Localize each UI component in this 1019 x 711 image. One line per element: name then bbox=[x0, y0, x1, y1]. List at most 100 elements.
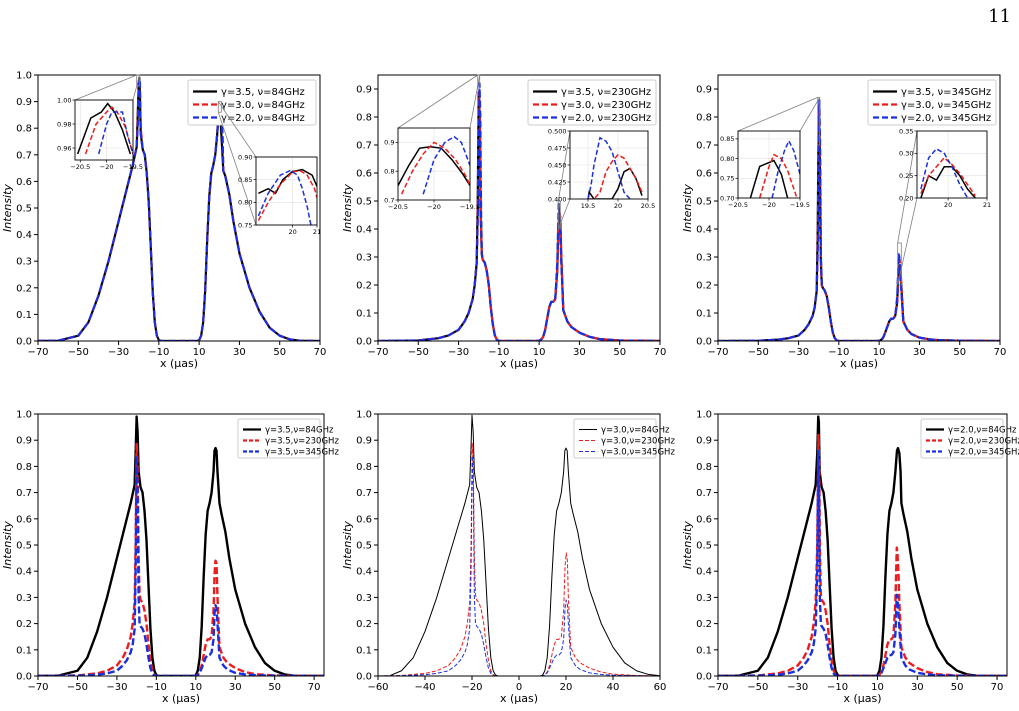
legend-entry-3: γ=2.0, ν=230GHz bbox=[561, 113, 651, 124]
inset-y-tick-label: 0.475 bbox=[548, 144, 567, 152]
legend-entry-3: γ=3.5,ν=345GHz bbox=[265, 448, 339, 458]
legend-entry-1: γ=3.5, ν=230GHz bbox=[561, 87, 651, 98]
inset-y-tick-label: 0.450 bbox=[548, 161, 567, 169]
legend: γ=3.0,ν=84GHzγ=3.0,ν=230GHzγ=3.0,ν=345GH… bbox=[573, 418, 675, 459]
y-tick-label: 0.5 bbox=[16, 204, 32, 215]
inset-y-tick-label: 0.98 bbox=[57, 120, 71, 128]
inset-x-tick-label: 19.5 bbox=[581, 202, 595, 210]
inset-y-tick-label: 0.30 bbox=[899, 150, 913, 158]
y-tick-label: 0.5 bbox=[16, 541, 32, 552]
inset-x-tick-label: 20 bbox=[288, 228, 296, 236]
chart-panel-3: −70 −50 −30 −10 10 30 50 70 0.0 0.1 0.2 0.3 0.4 0.5 0.… bbox=[681, 74, 1006, 370]
y-tick-label: 0.9 bbox=[696, 85, 712, 96]
y-tick-label: 0.3 bbox=[356, 593, 372, 604]
inset-x-tick-label: −20 bbox=[427, 203, 441, 211]
x-tick-label: −50 bbox=[408, 347, 429, 358]
x-tick-label: 10 bbox=[871, 682, 884, 693]
inset-x-tick-label: 20 bbox=[944, 201, 952, 209]
inset-x-tick-label: 21 bbox=[983, 201, 991, 209]
inset-line-1 bbox=[258, 168, 317, 195]
y-tick-label: 0.6 bbox=[696, 514, 712, 525]
y-axis-label: Intensity bbox=[1, 521, 14, 569]
x-tick-label: −60 bbox=[367, 682, 388, 693]
inset-line-3 bbox=[422, 135, 470, 195]
inset-y-tick-label: 0.75 bbox=[720, 175, 734, 183]
inset-y-tick-label: 0.425 bbox=[548, 178, 567, 186]
inset-y-tick-label: 0.75 bbox=[238, 221, 252, 229]
inset-lines bbox=[749, 139, 800, 198]
x-tick-label: −50 bbox=[67, 682, 88, 693]
inset-y-tick-label: 0.85 bbox=[720, 135, 734, 143]
y-tick-label: 0.0 bbox=[356, 672, 372, 683]
inset-line-1 bbox=[398, 145, 470, 186]
zoom-region bbox=[136, 74, 141, 87]
y-tick-label: 0.3 bbox=[356, 253, 372, 264]
inset-y-tick-label: 0.8 bbox=[384, 168, 394, 176]
x-tick-label: 50 bbox=[953, 347, 966, 358]
inset-line-3 bbox=[257, 169, 312, 225]
series-line-3 bbox=[38, 454, 324, 676]
y-tick-label: 1.0 bbox=[356, 410, 372, 421]
legend-entry-1: γ=3.0,ν=84GHz bbox=[601, 426, 670, 436]
zoom-connector bbox=[74, 74, 137, 101]
x-tick-label: −10 bbox=[488, 347, 509, 358]
y-tick-label: 0.8 bbox=[16, 462, 32, 473]
y-tick-label: 0.1 bbox=[356, 645, 372, 656]
legend-entry-1: γ=2.0,ν=84GHz bbox=[948, 426, 1017, 436]
x-tick-label: −70 bbox=[707, 682, 728, 693]
series-lines bbox=[378, 82, 660, 341]
legend: γ=3.5,ν=84GHzγ=3.5,ν=230GHzγ=3.5,ν=345GH… bbox=[237, 418, 339, 459]
y-axis-label: Intensity bbox=[341, 521, 354, 569]
inset-y-tick-label: 0.85 bbox=[238, 176, 252, 184]
x-tick-label: −30 bbox=[448, 347, 469, 358]
y-tick-label: 0.6 bbox=[356, 514, 372, 525]
y-tick-label: 0.4 bbox=[696, 225, 712, 236]
y-tick-label: 0.4 bbox=[696, 567, 712, 578]
legend-entry-1: γ=3.5,ν=84GHz bbox=[265, 426, 334, 436]
legend-entry-2: γ=3.0,ν=230GHz bbox=[601, 437, 675, 447]
legend: γ=3.5, ν=230GHz γ=3.0, ν=230GHz γ=2.0, ν=2… bbox=[527, 79, 657, 126]
series-line-2 bbox=[38, 441, 324, 676]
x-axis-label: x (μas) bbox=[500, 692, 538, 705]
zoom-region bbox=[217, 101, 222, 113]
chart-panel-5: −60 −40 −20 0 20 40 60 0.0 0.1 0.2 0.3 0.4 0.5 0.6 0.7… bbox=[341, 410, 675, 706]
x-tick-label: 30 bbox=[911, 682, 924, 693]
x-tick-label: 70 bbox=[991, 682, 1004, 693]
inset-line-2 bbox=[400, 141, 470, 195]
legend-entry-3: γ=2.0, ν=84GHz bbox=[221, 113, 305, 124]
inset-y-tick-label: 0.9 bbox=[384, 139, 394, 147]
y-tick-label: 0.1 bbox=[16, 645, 32, 656]
y-tick-label: 0.1 bbox=[696, 645, 712, 656]
inset-x-tick-label: −20 bbox=[100, 163, 114, 171]
x-tick-label: 30 bbox=[573, 347, 586, 358]
x-tick-label: 10 bbox=[189, 682, 202, 693]
x-axis-label: x (μas) bbox=[162, 692, 200, 705]
x-tick-label: 70 bbox=[308, 682, 321, 693]
y-tick-label: 0.4 bbox=[356, 225, 372, 236]
y-tick-label: 0.0 bbox=[696, 672, 712, 683]
y-axis-label: Intensity bbox=[681, 521, 694, 569]
zoom-connector bbox=[897, 130, 918, 244]
inset-2: 20 21 0.20 0.25 0.30 0.35 bbox=[897, 127, 991, 286]
y-tick-label: 0.5 bbox=[696, 541, 712, 552]
y-tick-label: 0.2 bbox=[16, 619, 32, 630]
x-tick-label: −10 bbox=[148, 347, 169, 358]
inset-y-tick-label: 0.90 bbox=[238, 153, 252, 161]
y-tick-label: 0.6 bbox=[696, 169, 712, 180]
inset-y-tick-label: 0.25 bbox=[899, 172, 913, 180]
inset-line-1 bbox=[76, 102, 132, 155]
zoom-connector bbox=[557, 130, 571, 202]
x-tick-label: −50 bbox=[748, 347, 769, 358]
y-tick-label: 0.7 bbox=[696, 488, 712, 499]
y-tick-label: 0.0 bbox=[696, 337, 712, 348]
y-tick-label: 0.4 bbox=[16, 230, 32, 241]
legend-box bbox=[527, 79, 657, 126]
inset-background bbox=[75, 100, 133, 160]
inset-1: −20.5 −20 −19.5 0.7 0.8 0.9 bbox=[384, 74, 481, 211]
inset-frame bbox=[74, 99, 134, 161]
x-tick-label: −70 bbox=[27, 347, 48, 358]
inset-x-tick-label: −20 bbox=[762, 201, 776, 209]
y-tick-label: 0.1 bbox=[696, 309, 712, 320]
inset-x-tick-label: −19.5 bbox=[790, 201, 810, 209]
zoom-connector bbox=[557, 198, 571, 230]
